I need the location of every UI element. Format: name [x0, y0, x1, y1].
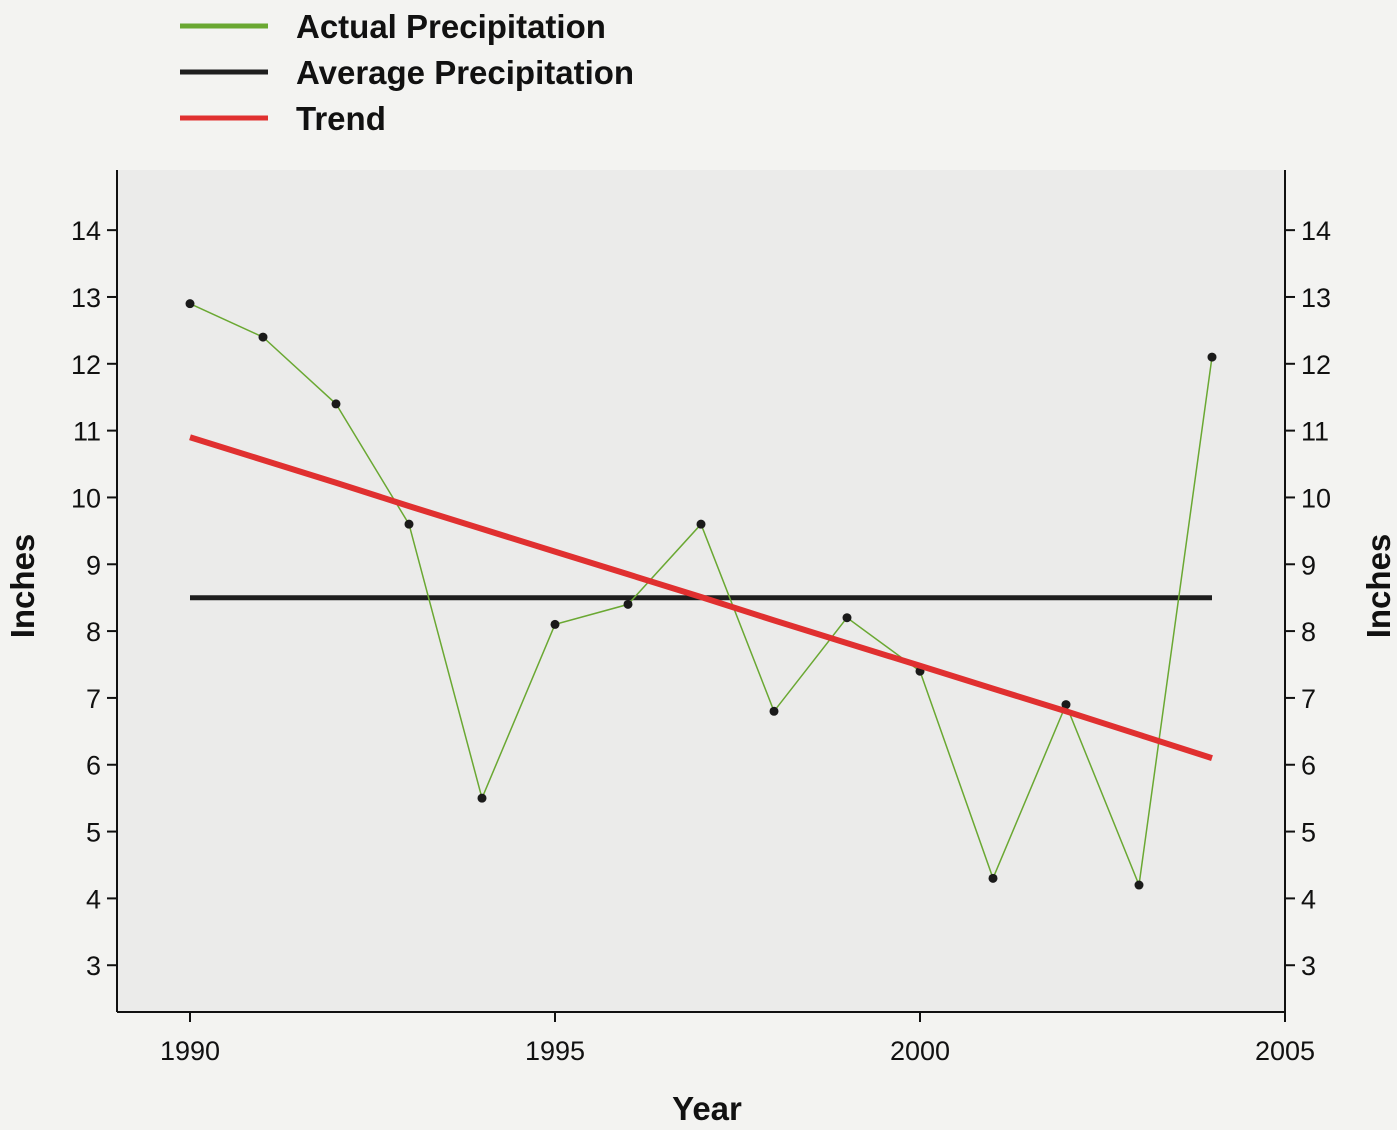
- legend-label: Actual Precipitation: [296, 8, 606, 45]
- legend: Actual Precipitation Average Precipitatio…: [180, 8, 634, 137]
- data-point: [185, 299, 195, 309]
- axes: 3 3 4 4 5 5 6 6 7 7 8 8 9 9 10 10 11 11 12 12 13 13 14 14 1990 19…: [71, 170, 1331, 1066]
- y-tick-label-right: 9: [1301, 550, 1316, 580]
- y-tick-label-right: 8: [1301, 617, 1316, 647]
- series-layer: [185, 299, 1217, 890]
- y-tick-label-left: 11: [73, 417, 101, 447]
- series-line-trend: [189, 434, 1213, 761]
- y-tick-label-left: 14: [71, 216, 101, 246]
- data-point: [1207, 352, 1217, 362]
- x-tick-label: 2000: [890, 1036, 950, 1066]
- y-tick-label-left: 9: [86, 550, 101, 580]
- y-tick-label-right: 4: [1301, 884, 1316, 914]
- y-tick-label-left: 7: [86, 684, 101, 714]
- data-point: [404, 519, 414, 529]
- data-point: [842, 613, 852, 623]
- y-tick-label-left: 13: [71, 283, 101, 313]
- data-point: [988, 873, 998, 883]
- data-point: [769, 706, 779, 716]
- x-axis-title: Year: [672, 1090, 742, 1125]
- data-point: [623, 599, 633, 609]
- data-point: [477, 793, 487, 803]
- y-tick-label-left: 3: [86, 951, 101, 981]
- x-tick-label: 1990: [160, 1036, 220, 1066]
- y-tick-label-right: 3: [1301, 951, 1316, 981]
- y-tick-label-right: 13: [1301, 283, 1331, 313]
- data-point: [1061, 700, 1071, 710]
- y-tick-label-right: 12: [1301, 350, 1331, 380]
- y-axis-title-right: Inches: [1360, 534, 1397, 639]
- plot-area: [117, 170, 1285, 1012]
- y-tick-label-left: 5: [86, 818, 101, 848]
- y-tick-label-right: 10: [1301, 483, 1331, 513]
- y-tick-label-right: 7: [1301, 684, 1316, 714]
- data-point: [550, 619, 560, 629]
- y-tick-label-right: 11: [1301, 417, 1329, 447]
- legend-label: Trend: [296, 100, 386, 137]
- y-tick-label-left: 6: [86, 751, 101, 781]
- y-tick-label-left: 8: [86, 617, 101, 647]
- x-tick-label: 2005: [1255, 1036, 1315, 1066]
- legend-label: Average Precipitation: [296, 54, 634, 91]
- data-point: [331, 399, 341, 409]
- y-tick-label-right: 6: [1301, 751, 1316, 781]
- data-point: [258, 332, 268, 342]
- y-tick-label-left: 4: [86, 884, 101, 914]
- y-tick-label-left: 12: [71, 350, 101, 380]
- data-point: [1134, 880, 1144, 890]
- y-tick-label-left: 10: [71, 483, 101, 513]
- data-point: [696, 519, 706, 529]
- y-tick-label-right: 5: [1301, 818, 1316, 848]
- y-tick-label-right: 14: [1301, 216, 1331, 246]
- y-axis-title-left: Inches: [4, 534, 41, 639]
- x-tick-label: 1995: [525, 1036, 585, 1066]
